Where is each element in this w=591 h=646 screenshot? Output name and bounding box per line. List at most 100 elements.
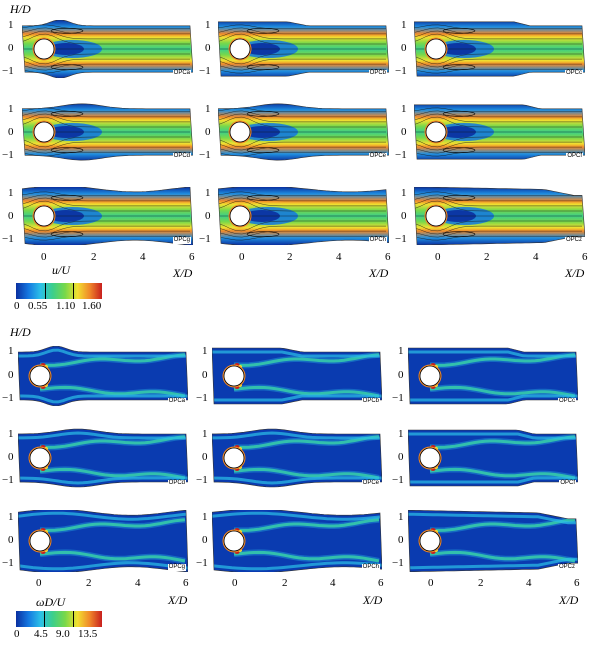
x-tick: 4: [526, 577, 532, 589]
y-tick: 1: [8, 19, 14, 31]
colorbar-tick: 0: [14, 628, 20, 640]
bottom-panel-opcc: OPCc: [408, 346, 578, 406]
panel-tag: OPCa: [172, 70, 191, 77]
colorbar: [16, 611, 102, 627]
top-panel-opcd: OPCd: [22, 103, 193, 161]
x-tick: 2: [478, 577, 484, 589]
x-tick: 2: [91, 251, 97, 263]
top-xlabel: X/D: [565, 266, 585, 280]
y-tick: 0: [401, 42, 407, 54]
y-tick: −1: [2, 557, 14, 569]
x-tick: 6: [574, 577, 580, 589]
y-tick: 1: [401, 103, 407, 115]
colorbar-divider: [72, 611, 74, 627]
panel-tag: OPCe: [368, 153, 387, 160]
y-tick: 0: [401, 210, 407, 222]
x-tick: 6: [378, 577, 384, 589]
x-tick: 0: [41, 251, 47, 263]
y-tick: −1: [199, 149, 211, 161]
y-tick: −1: [2, 65, 14, 77]
y-tick: 1: [202, 511, 208, 523]
colorbar-tick: 9.0: [56, 628, 70, 640]
bottom-xlabel: X/D: [559, 593, 579, 607]
panel-tag: OPCz: [564, 237, 583, 244]
bottom-xlabel: X/D: [168, 593, 188, 607]
colorbar-divider: [44, 611, 46, 627]
x-tick: 4: [336, 251, 342, 263]
x-tick: 4: [330, 577, 336, 589]
y-tick: 0: [202, 369, 208, 381]
panel-tag: OPCa: [167, 398, 186, 405]
x-tick: 4: [135, 577, 141, 589]
x-tick: 2: [484, 251, 490, 263]
panel-tag: OPCg: [172, 237, 191, 244]
y-tick: −1: [392, 557, 404, 569]
y-tick: −1: [395, 65, 407, 77]
bottom-panel-opch: OPCh: [212, 510, 382, 572]
y-tick: 1: [401, 19, 407, 31]
panel-tag: OPCd: [167, 480, 186, 487]
panel-tag: OPCg: [167, 564, 186, 571]
x-tick: 0: [232, 577, 238, 589]
y-tick: −1: [395, 149, 407, 161]
y-tick: 1: [202, 345, 208, 357]
panel-tag: OPCh: [361, 564, 380, 571]
y-tick: −1: [196, 392, 208, 404]
bottom-xlabel: X/D: [363, 593, 383, 607]
y-tick: 0: [8, 369, 14, 381]
panel-tag: OPCe: [361, 480, 380, 487]
panel-tag: OPCf: [559, 480, 576, 487]
y-tick: 0: [205, 126, 211, 138]
panel-tag: OPCh: [368, 237, 387, 244]
x-tick: 0: [428, 577, 434, 589]
y-tick: 0: [8, 451, 14, 463]
top-panel-opcf: OPCf: [414, 103, 585, 161]
y-tick: 0: [398, 369, 404, 381]
colorbar-tick: 13.5: [78, 628, 98, 640]
bottom-panel-opcd: OPCd: [18, 428, 188, 488]
y-tick: 1: [202, 428, 208, 440]
panel-tag: OPCb: [361, 398, 380, 405]
y-tick: 1: [398, 428, 404, 440]
y-tick: −1: [392, 474, 404, 486]
y-tick: 1: [8, 103, 14, 115]
top-panel-opca: OPCa: [22, 20, 193, 78]
x-tick: 4: [140, 251, 146, 263]
y-tick: 0: [8, 210, 14, 222]
bottom-panel-opca: OPCa: [18, 346, 188, 406]
x-tick: 6: [582, 251, 588, 263]
y-tick: 1: [8, 511, 14, 523]
colorbar-tick: 4.5: [34, 628, 48, 640]
colorbar: [16, 283, 102, 299]
colorbar-tick: 1.10: [56, 300, 76, 312]
bottom-panel-opcb: OPCb: [212, 346, 382, 406]
x-tick: 6: [385, 251, 391, 263]
top-xlabel: X/D: [369, 266, 389, 280]
x-tick: 2: [287, 251, 293, 263]
y-tick: 0: [8, 42, 14, 54]
bottom-panel-opcg: OPCg: [18, 510, 188, 572]
colorbar-tick: 1.60: [82, 300, 102, 312]
x-tick: 2: [282, 577, 288, 589]
y-tick: −1: [392, 392, 404, 404]
x-tick: 4: [533, 251, 539, 263]
y-tick: −1: [199, 233, 211, 245]
bottom-ylabel: H/D: [10, 325, 31, 339]
y-tick: −1: [2, 233, 14, 245]
colorbar-label: ωD/U: [36, 595, 66, 609]
top-panel-opcg: OPCg: [22, 187, 193, 245]
y-tick: −1: [196, 474, 208, 486]
bottom-panel-opcf: OPCf: [408, 428, 578, 488]
top-panel-opch: OPCh: [218, 187, 389, 245]
y-tick: 0: [202, 451, 208, 463]
top-panel-opcc: OPCc: [414, 20, 585, 78]
top-panel-opcb: OPCb: [218, 20, 389, 78]
bottom-panel-opce: OPCe: [212, 428, 382, 488]
y-tick: −1: [2, 149, 14, 161]
x-tick: 6: [189, 251, 195, 263]
top-panel-opcz: OPCz: [414, 187, 585, 245]
colorbar-divider: [45, 283, 47, 299]
y-tick: 0: [398, 451, 404, 463]
colorbar-tick: 0.55: [28, 300, 48, 312]
y-tick: 0: [205, 210, 211, 222]
